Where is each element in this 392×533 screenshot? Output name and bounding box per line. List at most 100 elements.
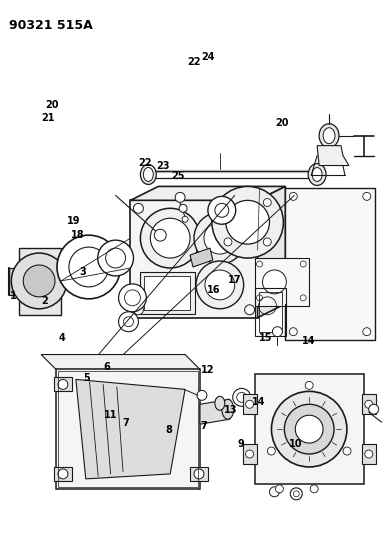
- Polygon shape: [19, 248, 61, 315]
- Bar: [54, 377, 72, 391]
- Circle shape: [205, 270, 235, 300]
- Circle shape: [23, 265, 55, 297]
- Text: 13: 13: [224, 405, 238, 415]
- Text: 15: 15: [260, 333, 273, 343]
- Bar: [144, 276, 190, 310]
- Circle shape: [179, 204, 187, 212]
- Circle shape: [133, 203, 143, 213]
- Text: 24: 24: [201, 52, 214, 62]
- Polygon shape: [258, 187, 285, 318]
- Circle shape: [365, 450, 373, 458]
- Text: 9: 9: [238, 439, 244, 449]
- Circle shape: [267, 447, 275, 455]
- Text: 19: 19: [67, 216, 80, 227]
- Circle shape: [233, 389, 250, 406]
- Circle shape: [98, 240, 133, 276]
- Circle shape: [224, 199, 232, 206]
- Ellipse shape: [222, 399, 234, 419]
- Ellipse shape: [140, 165, 156, 184]
- Text: 5: 5: [83, 373, 91, 383]
- Circle shape: [215, 203, 229, 217]
- Polygon shape: [200, 399, 230, 424]
- Circle shape: [204, 222, 236, 254]
- Text: 21: 21: [41, 113, 55, 123]
- Circle shape: [196, 261, 244, 309]
- Circle shape: [123, 317, 133, 327]
- Circle shape: [263, 238, 271, 246]
- Text: 20: 20: [45, 100, 59, 110]
- Text: 8: 8: [165, 425, 172, 435]
- Bar: [58, 372, 198, 487]
- Circle shape: [257, 261, 263, 267]
- Text: 14: 14: [252, 397, 265, 407]
- Circle shape: [295, 415, 323, 443]
- Text: 2: 2: [41, 296, 47, 306]
- Circle shape: [69, 247, 109, 287]
- Text: 14: 14: [302, 336, 316, 346]
- Bar: [190, 467, 208, 481]
- Bar: [243, 394, 257, 414]
- Polygon shape: [41, 354, 200, 369]
- Bar: [254, 375, 364, 484]
- Circle shape: [272, 391, 347, 467]
- Circle shape: [150, 218, 190, 258]
- Bar: [131, 200, 258, 318]
- Circle shape: [289, 192, 297, 200]
- Circle shape: [363, 328, 371, 336]
- Circle shape: [284, 404, 334, 454]
- Circle shape: [57, 235, 120, 299]
- Ellipse shape: [319, 124, 339, 148]
- Bar: [285, 188, 375, 340]
- Circle shape: [257, 295, 263, 301]
- Polygon shape: [9, 268, 43, 295]
- Bar: [362, 444, 376, 464]
- Ellipse shape: [308, 164, 326, 185]
- Circle shape: [197, 390, 207, 400]
- Text: 90321 515A: 90321 515A: [9, 19, 93, 33]
- Circle shape: [140, 208, 200, 268]
- Circle shape: [224, 238, 232, 246]
- Circle shape: [245, 305, 254, 315]
- Text: 10: 10: [289, 439, 302, 449]
- Circle shape: [11, 253, 67, 309]
- Circle shape: [290, 488, 302, 500]
- Text: 20: 20: [275, 118, 289, 128]
- Circle shape: [310, 485, 318, 493]
- Text: 23: 23: [156, 161, 170, 171]
- Ellipse shape: [323, 128, 335, 144]
- Circle shape: [289, 328, 297, 336]
- Ellipse shape: [143, 167, 153, 181]
- Circle shape: [246, 400, 254, 408]
- Bar: [254, 258, 309, 306]
- Circle shape: [246, 450, 254, 458]
- Text: 25: 25: [172, 172, 185, 181]
- Text: 7: 7: [123, 418, 129, 428]
- Text: 3: 3: [80, 267, 87, 277]
- Bar: [254, 288, 286, 336]
- Circle shape: [263, 270, 286, 294]
- Circle shape: [154, 229, 166, 241]
- Text: 7: 7: [200, 421, 207, 431]
- Circle shape: [118, 312, 138, 332]
- Circle shape: [133, 305, 143, 315]
- Text: 22: 22: [139, 158, 152, 168]
- Circle shape: [194, 212, 246, 264]
- Circle shape: [245, 203, 254, 213]
- Circle shape: [263, 199, 271, 206]
- Circle shape: [300, 295, 306, 301]
- Circle shape: [125, 290, 140, 306]
- Polygon shape: [131, 187, 285, 200]
- Text: 22: 22: [187, 58, 201, 67]
- Circle shape: [305, 382, 313, 389]
- Circle shape: [300, 261, 306, 267]
- Circle shape: [175, 192, 185, 203]
- Bar: [140, 272, 195, 314]
- Circle shape: [208, 196, 236, 224]
- Text: 11: 11: [103, 410, 117, 420]
- Text: 17: 17: [228, 274, 242, 285]
- Circle shape: [369, 404, 379, 414]
- Bar: [259, 292, 282, 332]
- Bar: [243, 444, 257, 464]
- Text: 12: 12: [201, 365, 214, 375]
- Text: 1: 1: [10, 290, 16, 301]
